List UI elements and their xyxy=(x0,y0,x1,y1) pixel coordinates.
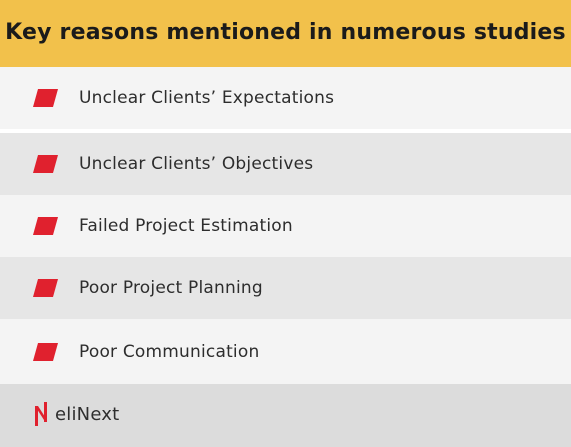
red-parallelogram-icon xyxy=(33,217,58,235)
brand-logo: eliNext xyxy=(33,400,119,428)
list-item: Poor Project Planning xyxy=(0,257,571,319)
list-item-label: Failed Project Estimation xyxy=(79,216,293,236)
elinext-logo-icon xyxy=(35,402,47,426)
list-item-label: Unclear Clients’ Expectations xyxy=(79,88,335,108)
red-parallelogram-icon xyxy=(33,89,58,107)
brand-name: eliNext xyxy=(55,403,120,425)
footer: eliNext xyxy=(0,384,571,447)
list-item: Poor Communication xyxy=(0,319,571,384)
page-title: Key reasons mentioned in numerous studie… xyxy=(5,20,566,45)
list-item: Unclear Clients’ Objectives xyxy=(0,133,571,195)
list-item-label: Poor Project Planning xyxy=(79,278,263,298)
red-parallelogram-icon xyxy=(33,279,58,297)
list-item-label: Poor Communication xyxy=(79,341,260,362)
red-parallelogram-icon xyxy=(33,342,58,361)
list-item: Unclear Clients’ Expectations xyxy=(0,67,571,129)
header-banner: Key reasons mentioned in numerous studie… xyxy=(0,0,571,67)
red-parallelogram-icon xyxy=(33,155,58,173)
list-item-label: Unclear Clients’ Objectives xyxy=(79,154,314,174)
list-item: Failed Project Estimation xyxy=(0,195,571,257)
